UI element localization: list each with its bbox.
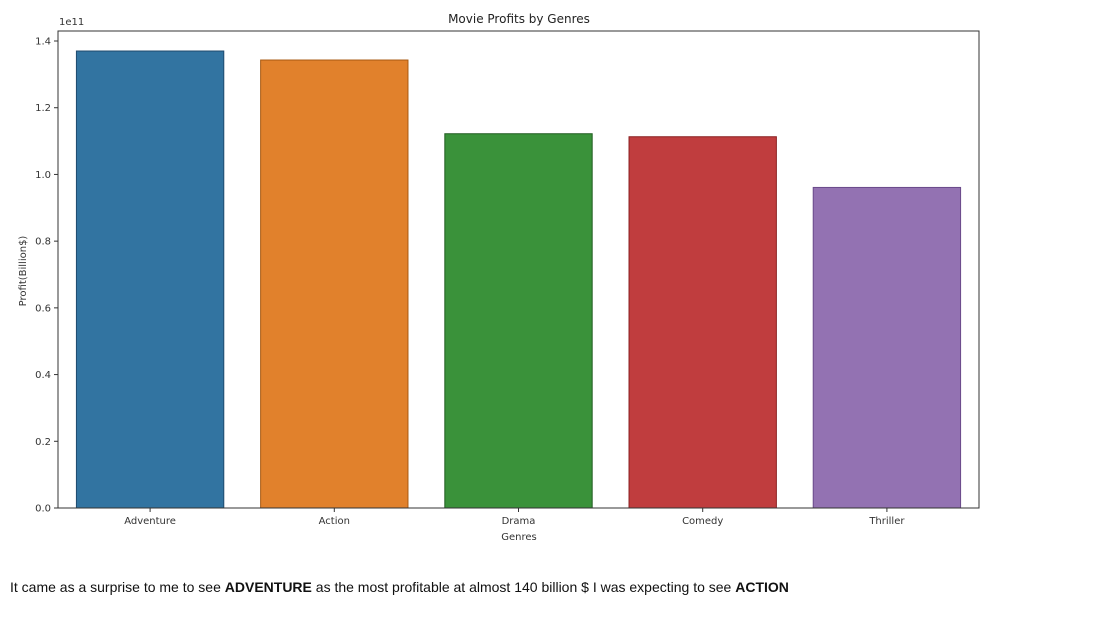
y-tick-label: 0.6 <box>35 303 51 314</box>
y-tick-label: 0.4 <box>35 370 51 381</box>
x-tick-label-adventure: Adventure <box>124 516 176 527</box>
x-tick-label-comedy: Comedy <box>682 516 723 527</box>
bar-drama <box>444 133 593 509</box>
y-tick-label: 0.8 <box>35 237 51 248</box>
bar-action <box>260 59 409 509</box>
y-tick-label: 0.2 <box>35 437 51 448</box>
y-axis-label: Profit(Billion$) <box>18 236 29 307</box>
y-tick-label: 0.0 <box>35 504 51 515</box>
bar-chart: Movie Profits by Genres 1e11 Profit(Bill… <box>18 12 980 543</box>
y-offset-label: 1e11 <box>59 17 84 28</box>
caption-text-1: It came as a surprise to me to see <box>10 579 225 595</box>
plot-frame <box>57 30 980 509</box>
caption-text-2: as the most profitable at almost 140 bil… <box>311 579 736 595</box>
bars-group <box>75 50 962 509</box>
bar-thriller <box>812 186 962 509</box>
bar-comedy <box>628 136 777 509</box>
y-tick-label: 1.2 <box>35 103 51 114</box>
x-tick-label-thriller: Thriller <box>868 516 905 527</box>
x-tick-label-action: Action <box>319 516 350 527</box>
x-axis-label: Genres <box>501 532 537 543</box>
y-tick-label: 1.4 <box>35 37 51 48</box>
y-tick-label: 1.0 <box>35 170 51 181</box>
x-tick-label-drama: Drama <box>502 516 536 527</box>
caption-text: It came as a surprise to me to see ADVEN… <box>10 579 789 595</box>
y-ticks-group: 0.0 0.2 0.4 0.6 0.8 1.0 1.2 1.4 <box>35 37 58 515</box>
x-ticks-group: Adventure Action Drama Comedy Thriller <box>124 508 905 527</box>
bar-adventure <box>75 50 225 509</box>
caption-bold-adventure: ADVENTURE <box>224 579 312 595</box>
caption-bold-action: ACTION <box>735 579 789 595</box>
chart-title: Movie Profits by Genres <box>448 12 590 26</box>
